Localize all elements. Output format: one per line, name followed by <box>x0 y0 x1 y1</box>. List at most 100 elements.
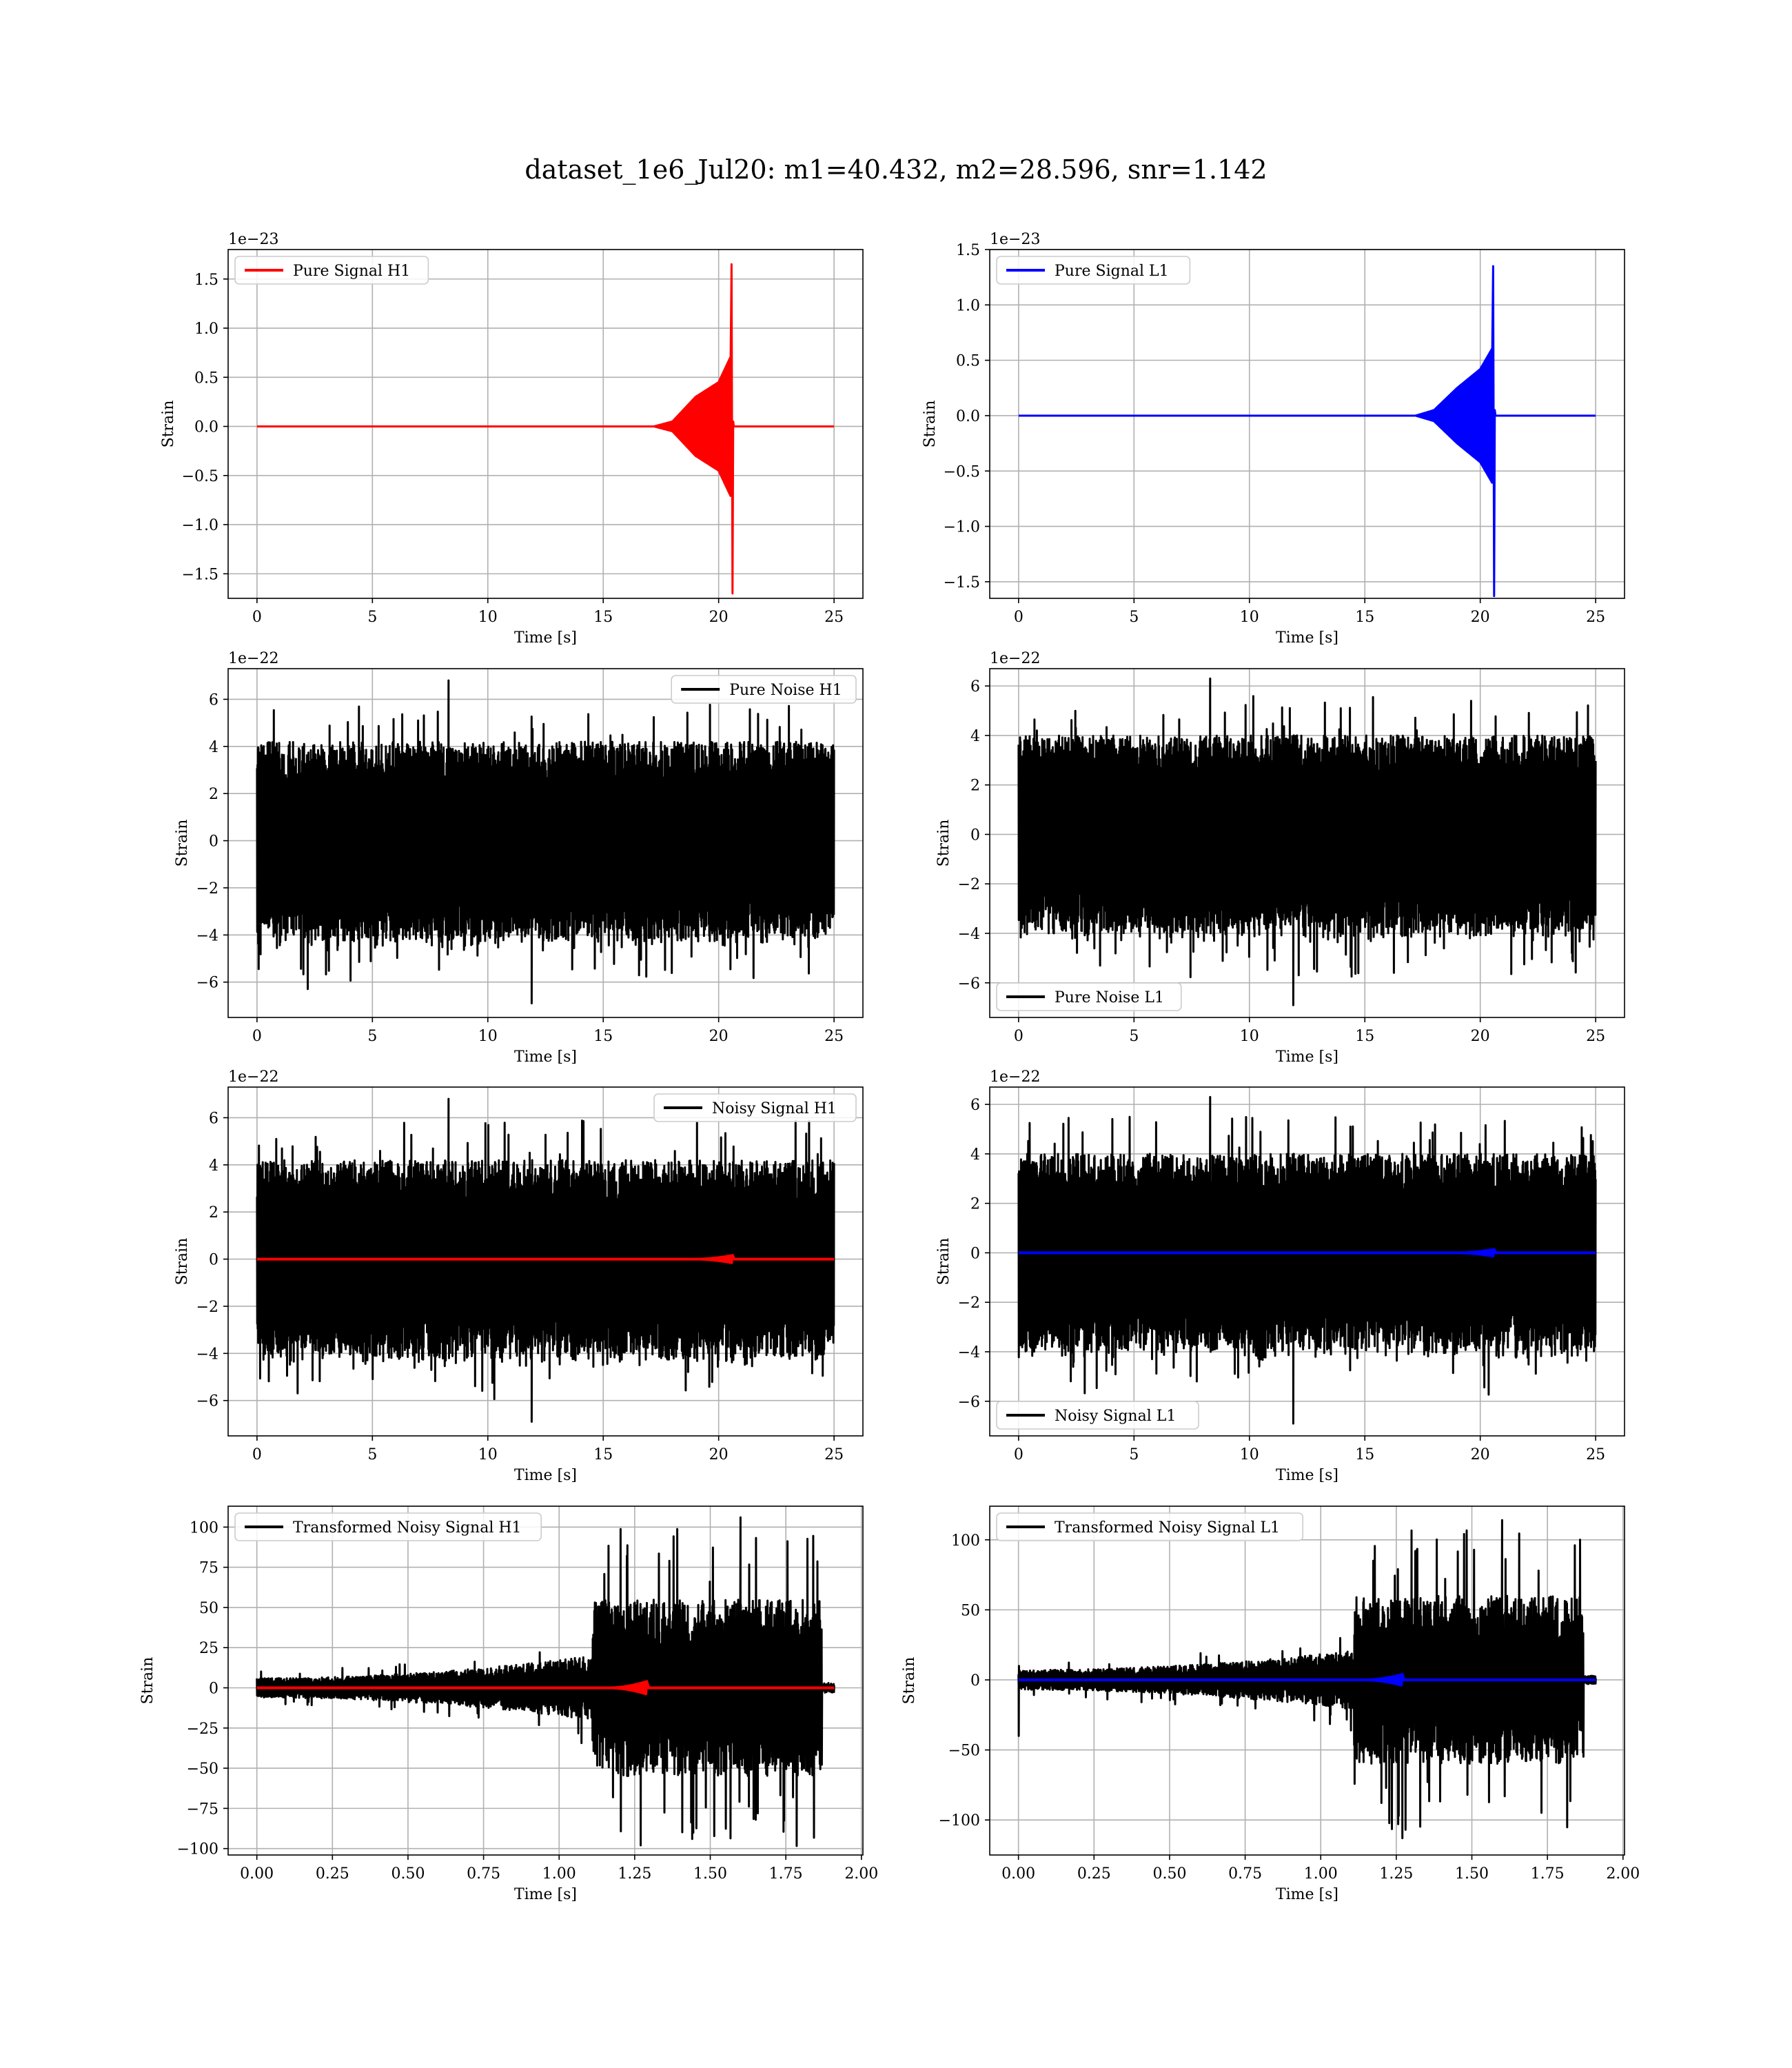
series-layer <box>1017 677 1597 1006</box>
y-tick-label: −1.5 <box>182 566 218 583</box>
y-tick-label: 0 <box>970 1672 980 1690</box>
y-tick-label: −50 <box>187 1761 218 1778</box>
x-tick-label: 20 <box>1471 1028 1490 1045</box>
y-tick-label: −6 <box>958 1394 980 1411</box>
y-tick-label: 2 <box>970 778 980 795</box>
y-tick-label: 1.0 <box>194 321 218 338</box>
legend: Pure Noise L1 <box>996 982 1182 1011</box>
axis-exponent-label: 1e−22 <box>990 1068 1040 1086</box>
legend-box <box>234 1512 542 1541</box>
y-tick-label: −100 <box>939 1812 980 1829</box>
y-tick-label: 6 <box>970 1097 980 1114</box>
x-tick-label: 1.00 <box>1304 1865 1338 1883</box>
legend: Transformed Noisy Signal H1 <box>234 1512 542 1541</box>
x-tick-label: 20 <box>1471 609 1490 626</box>
subplot-transformed-h1: 0.00 0.25 0.50 0.75 1.00 1.25 1.50 1.75 2.00 −100… <box>139 1506 878 1903</box>
y-tick-label: 0 <box>970 827 980 844</box>
subplot-transformed-l1: 0.00 0.25 0.50 0.75 1.00 1.25 1.50 1.75 2.00 −100… <box>901 1506 1640 1903</box>
legend-entry-label: Transformed Noisy Signal H1 <box>293 1519 522 1537</box>
y-tick-label: −2 <box>196 1299 218 1316</box>
x-tick-label: 0.25 <box>1077 1865 1111 1883</box>
x-tick-label: 1.25 <box>1379 1865 1413 1883</box>
x-axis-label: Time [s] <box>1276 1886 1338 1903</box>
y-tick-label: −2 <box>958 876 980 893</box>
y-tick-label: −75 <box>187 1801 218 1818</box>
y-tick-label: −100 <box>177 1841 218 1858</box>
x-tick-label: 10 <box>478 1446 498 1463</box>
legend: Pure Noise H1 <box>671 675 857 704</box>
axes-frame <box>227 249 864 599</box>
x-tick-label: 1.75 <box>1531 1865 1565 1883</box>
x-tick-label: 0 <box>1014 1028 1024 1045</box>
y-tick-label: 1.5 <box>194 272 218 289</box>
legend-box <box>234 256 429 285</box>
legend: Pure Signal H1 <box>234 256 429 285</box>
legend-box <box>996 1401 1199 1430</box>
y-axis-label: Strain <box>901 1657 918 1705</box>
x-tick-label: 25 <box>824 1446 844 1463</box>
x-tick-label: 25 <box>824 1028 844 1045</box>
x-tick-label: 25 <box>1586 1028 1605 1045</box>
legend-box <box>671 675 857 704</box>
y-axis-label: Strain <box>935 1238 953 1286</box>
axes-frame <box>227 1506 864 1856</box>
legend: Transformed Noisy Signal L1 <box>996 1512 1304 1541</box>
x-tick-label: 15 <box>593 1028 613 1045</box>
legend-entry-label: Noisy Signal H1 <box>712 1100 837 1117</box>
y-axis-label: Strain <box>922 401 939 448</box>
y-tick-label: 1.5 <box>956 242 980 259</box>
y-tick-label: 2 <box>209 1204 218 1221</box>
series-line-transformed-noisy-signal-l1 <box>1017 1519 1597 1840</box>
y-axis-label: Strain <box>935 820 953 867</box>
legend-box <box>996 256 1191 285</box>
x-axis-label: Time [s] <box>1276 629 1338 647</box>
y-tick-label: −50 <box>948 1743 980 1760</box>
y-tick-label: −2 <box>958 1295 980 1312</box>
series-line-flat_chirp-overlay <box>256 1254 835 1264</box>
y-tick-label: 75 <box>199 1560 218 1577</box>
axes-frame <box>989 1086 1625 1437</box>
axis-exponent-label: 1e−22 <box>228 1068 278 1086</box>
x-tick-label: 5 <box>367 609 377 626</box>
y-tick-label: −1.5 <box>944 574 980 591</box>
series-layer <box>1017 1095 1597 1425</box>
legend-entry-label: Transformed Noisy Signal L1 <box>1055 1519 1280 1537</box>
y-tick-label: −4 <box>196 1346 218 1363</box>
x-tick-label: 15 <box>1355 1446 1374 1463</box>
x-tick-label: 10 <box>1240 609 1259 626</box>
y-tick-label: 0.0 <box>956 408 980 425</box>
axis-exponent-label: 1e−22 <box>228 650 278 667</box>
x-tick-label: 10 <box>1240 1028 1259 1045</box>
x-tick-label: 25 <box>1586 1446 1605 1463</box>
x-tick-label: 0.75 <box>467 1865 500 1883</box>
y-tick-label: −25 <box>187 1721 218 1738</box>
x-tick-label: 5 <box>367 1028 377 1045</box>
x-tick-label: 25 <box>1586 609 1605 626</box>
x-tick-label: 0.00 <box>1001 1865 1035 1883</box>
x-tick-label: 15 <box>1355 1028 1374 1045</box>
y-axis-label: Strain <box>160 401 177 448</box>
y-tick-label: 2 <box>209 786 218 803</box>
x-tick-label: 1.75 <box>769 1865 803 1883</box>
y-tick-label: 6 <box>209 1110 218 1127</box>
x-tick-label: 0.50 <box>391 1865 425 1883</box>
x-tick-label: 5 <box>1129 1028 1139 1045</box>
series-layer <box>256 1097 835 1423</box>
y-tick-label: 100 <box>951 1532 980 1550</box>
series-line-pure-signal-l1 <box>1018 265 1596 598</box>
y-tick-label: −6 <box>958 975 980 993</box>
series-layer <box>256 263 835 595</box>
x-tick-label: 1.50 <box>693 1865 727 1883</box>
figure-title: dataset_1e6_Jul20: m1=40.432, m2=28.596,… <box>525 154 1267 185</box>
series-line-pure-signal-h1 <box>256 263 835 595</box>
legend: Pure Signal L1 <box>996 256 1191 285</box>
axis-exponent-label: 1e−22 <box>990 650 1040 667</box>
y-axis-label: Strain <box>174 1238 191 1286</box>
y-tick-label: 4 <box>209 1157 218 1175</box>
x-tick-label: 0 <box>1014 609 1024 626</box>
series-line-noisy-signal-h1 <box>256 1097 835 1423</box>
x-tick-label: 15 <box>593 1446 613 1463</box>
y-tick-label: 50 <box>199 1600 218 1617</box>
axis-exponent-label: 1e−23 <box>228 231 278 248</box>
axes-frame <box>989 1506 1625 1856</box>
